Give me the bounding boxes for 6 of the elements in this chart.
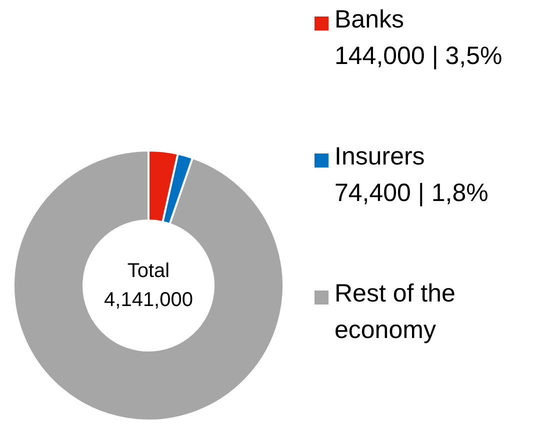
legend-label: Banks	[334, 6, 404, 34]
text: Total 4,141,000	[104, 260, 193, 311]
legend-label: Insurers	[334, 142, 425, 170]
data-label: 144,000 | 3,5%	[334, 42, 502, 70]
data-label: 74,400 | 1,8%	[334, 178, 488, 207]
legend-label: Rest of the economy	[334, 280, 456, 344]
